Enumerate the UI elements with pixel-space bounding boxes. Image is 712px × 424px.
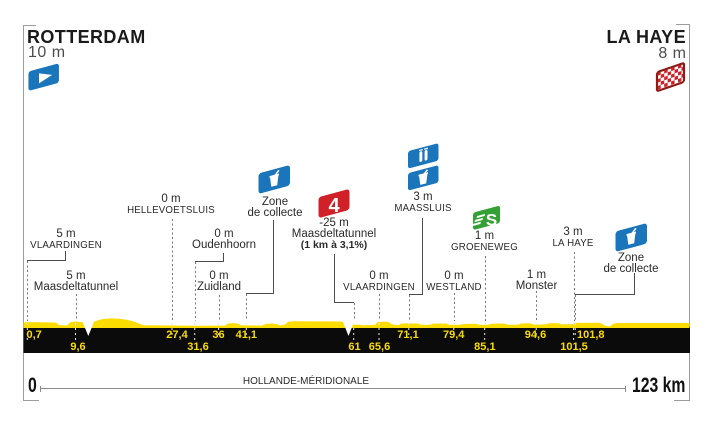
- svg-text:4: 4: [328, 195, 340, 217]
- svg-text:S: S: [485, 211, 496, 230]
